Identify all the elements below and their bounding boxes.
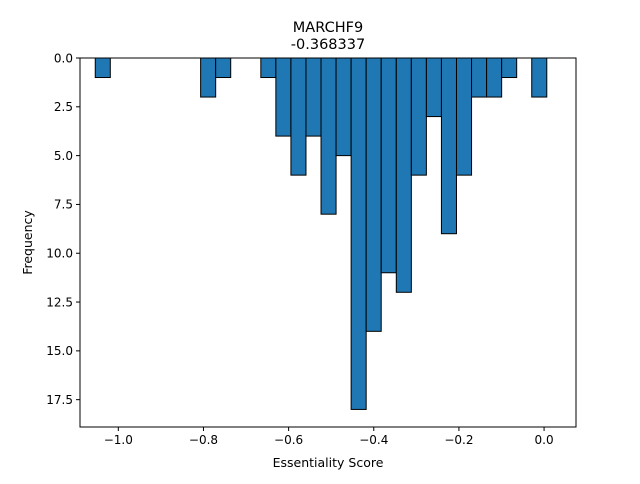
x-axis-label: Essentiality Score [273,455,384,470]
y-tick-label: 15.0 [46,344,73,358]
histogram-bar-3 [260,57,277,79]
x-tick-label: −0.4 [359,433,388,447]
histogram-bar-13 [410,57,427,176]
plot-frame [79,57,577,428]
histogram-bar-14 [425,57,442,118]
histogram-bar-2 [215,57,232,79]
y-axis-ticks: 0.0 2.5 5.0 7.5 10.0 12.5 15.0 17.5 [46,51,80,407]
histogram-bar-10 [365,57,382,332]
histogram-bar-1 [200,57,217,98]
histogram-bar-17 [471,57,488,98]
histogram-bar-19 [501,57,518,79]
histogram-bar-4 [275,57,292,137]
bars-layer [94,57,548,410]
y-axis-label: Frequency [20,210,35,275]
histogram-bar-12 [395,57,412,293]
histogram-bar-5 [290,57,307,176]
chart-subtitle: -0.368337 [291,37,365,53]
x-tick-label: −0.8 [189,433,218,447]
histogram-bar-0 [94,57,111,79]
histogram-bar-15 [440,57,457,235]
y-tick-label: 17.5 [46,393,73,407]
histogram-bar-8 [335,57,352,157]
histogram-bar-16 [456,57,473,176]
histogram-bar-6 [305,57,322,137]
chart-title: MARCHF9 [293,20,363,36]
histogram-bar-7 [320,57,337,215]
x-tick-label: −0.2 [444,433,473,447]
y-tick-label: 0.0 [54,51,73,65]
x-axis-ticks: −1.0 −0.8 −0.6 −0.4 −0.2 0.0 [104,427,554,447]
histogram-bar-18 [486,57,503,98]
y-tick-label: 12.5 [46,295,73,309]
y-tick-label: 10.0 [46,247,73,261]
histogram-bar-9 [350,57,367,410]
x-tick-label: −1.0 [104,433,133,447]
histogram-bar-11 [380,57,397,274]
x-tick-label: −0.6 [274,433,303,447]
x-tick-label: 0.0 [535,433,554,447]
y-tick-label: 7.5 [54,198,73,212]
histogram-bar-20 [531,57,548,98]
y-tick-label: 5.0 [54,149,73,163]
y-tick-label: 2.5 [54,100,73,114]
